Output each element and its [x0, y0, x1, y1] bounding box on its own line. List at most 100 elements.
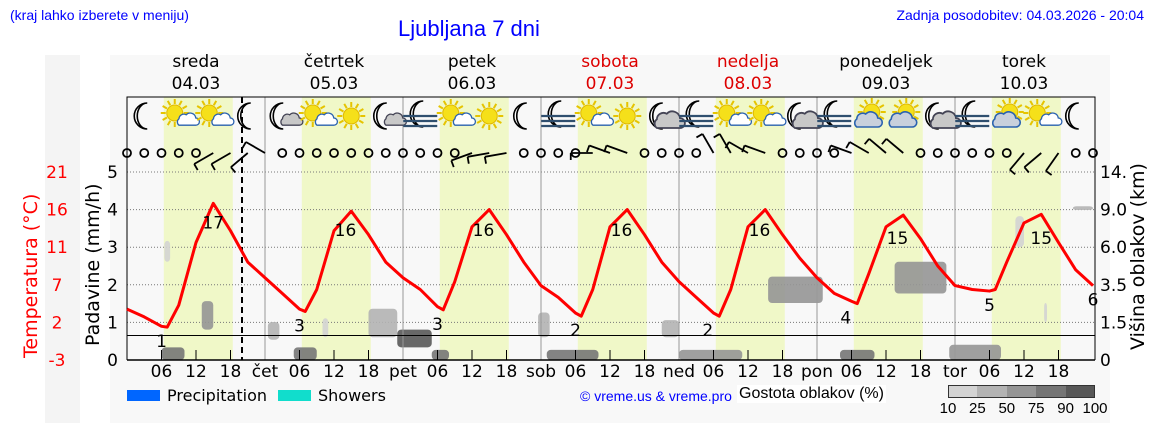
temp-min-label: 4 — [840, 309, 851, 329]
cloud-height-tick: 1.5 — [1100, 313, 1127, 333]
sun-ray — [476, 108, 482, 113]
sun-ray — [196, 105, 202, 110]
sun-ray — [438, 105, 444, 110]
daylight-band — [163, 97, 233, 360]
sun-ray — [619, 103, 624, 109]
temp-max-label: 16 — [749, 221, 771, 241]
day-name: petek — [447, 52, 497, 72]
hour-tick-label: 06 — [289, 362, 311, 382]
moon-icon — [961, 100, 976, 128]
day-name: četrtek — [303, 52, 365, 72]
sun-ray — [596, 105, 602, 110]
temp-min-label: 2 — [702, 321, 713, 341]
menu-hint-link[interactable]: (kraj lahko izberete v meniju) — [10, 7, 189, 23]
cloud-sun-weather-icon — [888, 98, 921, 128]
wind-shaft — [718, 133, 732, 154]
cloud-icon — [992, 111, 1022, 128]
cloud-layer — [431, 349, 449, 360]
sun-weather-icon — [475, 102, 504, 130]
sun-ray — [201, 100, 206, 106]
cloud-height-tick: 0 — [1100, 351, 1111, 371]
wind-barb-icon — [1045, 152, 1060, 176]
sun-cloud-weather-icon — [160, 99, 201, 127]
wind-barb — [845, 141, 851, 149]
wind-calm-icon — [518, 148, 529, 158]
fog-moon-weather-icon — [403, 100, 438, 128]
wind-barb-icon — [483, 152, 507, 164]
density-swatch — [948, 385, 978, 398]
wind-shaft — [484, 152, 507, 158]
sun-ray — [753, 120, 758, 126]
sun-cloud-weather-icon — [195, 99, 235, 127]
wind-calm-icon — [812, 148, 822, 158]
page-title: Ljubljana 7 dni — [398, 16, 540, 41]
moon-cloud-weather-icon — [924, 102, 962, 130]
sun-ray — [492, 103, 498, 109]
sun-ray — [863, 99, 869, 105]
moon-weather-icon — [1064, 102, 1079, 130]
fog-moon-weather-icon — [817, 100, 852, 128]
temperature-line — [126, 201, 1095, 329]
day-name: sobota — [581, 52, 639, 72]
wind-barb — [210, 163, 216, 171]
fog-moon-weather-icon — [541, 100, 576, 128]
day-abbr-label: sob — [526, 362, 556, 382]
moon-weather-icon — [236, 102, 251, 130]
sun-weather-icon — [337, 102, 366, 130]
wind-calm-icon — [829, 148, 840, 158]
precip-tick: 3 — [107, 238, 118, 258]
sun-ray — [216, 105, 222, 110]
day-date: 09.03 — [861, 74, 911, 94]
cloud-icon — [280, 112, 304, 126]
sun-ray — [630, 103, 636, 109]
temp-max-label: 17 — [202, 213, 224, 233]
sun-ray — [162, 105, 168, 110]
hour-tick-label: 18 — [496, 362, 518, 382]
wind-barb — [586, 145, 591, 153]
wind-barb — [230, 166, 237, 174]
precipitation-legend: Precipitation — [167, 386, 268, 405]
temp-min-label: 1 — [156, 332, 167, 352]
cloud-height-tick: 14. — [1100, 163, 1127, 183]
temp-min-label: 5 — [984, 296, 995, 316]
sun-ray — [580, 120, 586, 126]
wind-calm-icon — [932, 148, 943, 158]
sun-ray — [338, 108, 344, 113]
sun-ray — [178, 100, 183, 106]
sun-weather-icon — [613, 102, 642, 130]
density-tick: 10 — [939, 400, 957, 417]
cloud-layer — [538, 312, 550, 338]
sun-ray — [476, 119, 482, 124]
sun-ray — [162, 116, 168, 121]
moon-cloud-weather-icon — [269, 102, 304, 130]
wind-barb — [881, 138, 888, 145]
sun-ray — [753, 100, 758, 106]
wind-calm-icon — [380, 148, 391, 158]
sun-ray — [1024, 116, 1030, 121]
day-abbr-label: čet — [252, 362, 279, 382]
cloud-layer — [661, 320, 679, 338]
wind-barb-icon — [827, 144, 852, 154]
cloud-layer — [949, 344, 1001, 360]
moon-icon — [786, 102, 801, 130]
wind-barb-icon — [724, 141, 749, 154]
day-name: torek — [1002, 52, 1046, 72]
hour-tick-label: 12 — [323, 362, 345, 382]
cloud-layer — [894, 261, 947, 294]
cloud-layer — [768, 276, 823, 303]
hour-tick-label: 18 — [634, 362, 656, 382]
cloud-layer — [1044, 303, 1047, 322]
cloud-layer — [397, 329, 432, 348]
moon-icon — [924, 102, 939, 130]
sun-ray — [875, 99, 880, 105]
hour-tick-label: 18 — [772, 362, 794, 382]
temp-tick: 7 — [52, 276, 63, 296]
cloud-icon — [1039, 112, 1063, 126]
cloud-layer — [267, 322, 280, 340]
wind-calm-icon — [122, 148, 132, 158]
hour-tick-label: 12 — [185, 362, 207, 382]
wind-barb — [713, 133, 721, 139]
wind-shaft — [728, 141, 749, 154]
copyright-link[interactable]: © vreme.us & vreme.pro — [580, 388, 732, 404]
